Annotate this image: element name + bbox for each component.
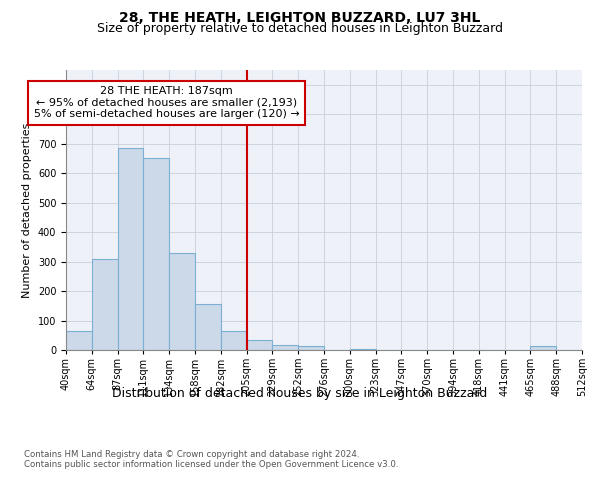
Text: Distribution of detached houses by size in Leighton Buzzard: Distribution of detached houses by size … xyxy=(112,388,488,400)
Bar xyxy=(169,252,195,350)
Bar xyxy=(221,331,247,350)
Bar xyxy=(298,346,324,350)
Text: 28, THE HEATH, LEIGHTON BUZZARD, LU7 3HL: 28, THE HEATH, LEIGHTON BUZZARD, LU7 3HL xyxy=(119,11,481,25)
Bar xyxy=(66,331,92,350)
Text: Size of property relative to detached houses in Leighton Buzzard: Size of property relative to detached ho… xyxy=(97,22,503,35)
Text: Contains HM Land Registry data © Crown copyright and database right 2024.
Contai: Contains HM Land Registry data © Crown c… xyxy=(24,450,398,469)
Y-axis label: Number of detached properties: Number of detached properties xyxy=(22,122,32,298)
Bar xyxy=(530,346,556,350)
Bar xyxy=(350,348,376,350)
Bar xyxy=(247,340,272,350)
Text: 28 THE HEATH: 187sqm
← 95% of detached houses are smaller (2,193)
5% of semi-det: 28 THE HEATH: 187sqm ← 95% of detached h… xyxy=(34,86,299,120)
Bar xyxy=(118,148,143,350)
Bar xyxy=(195,304,221,350)
Bar xyxy=(143,158,169,350)
Bar xyxy=(272,344,298,350)
Bar xyxy=(92,258,118,350)
